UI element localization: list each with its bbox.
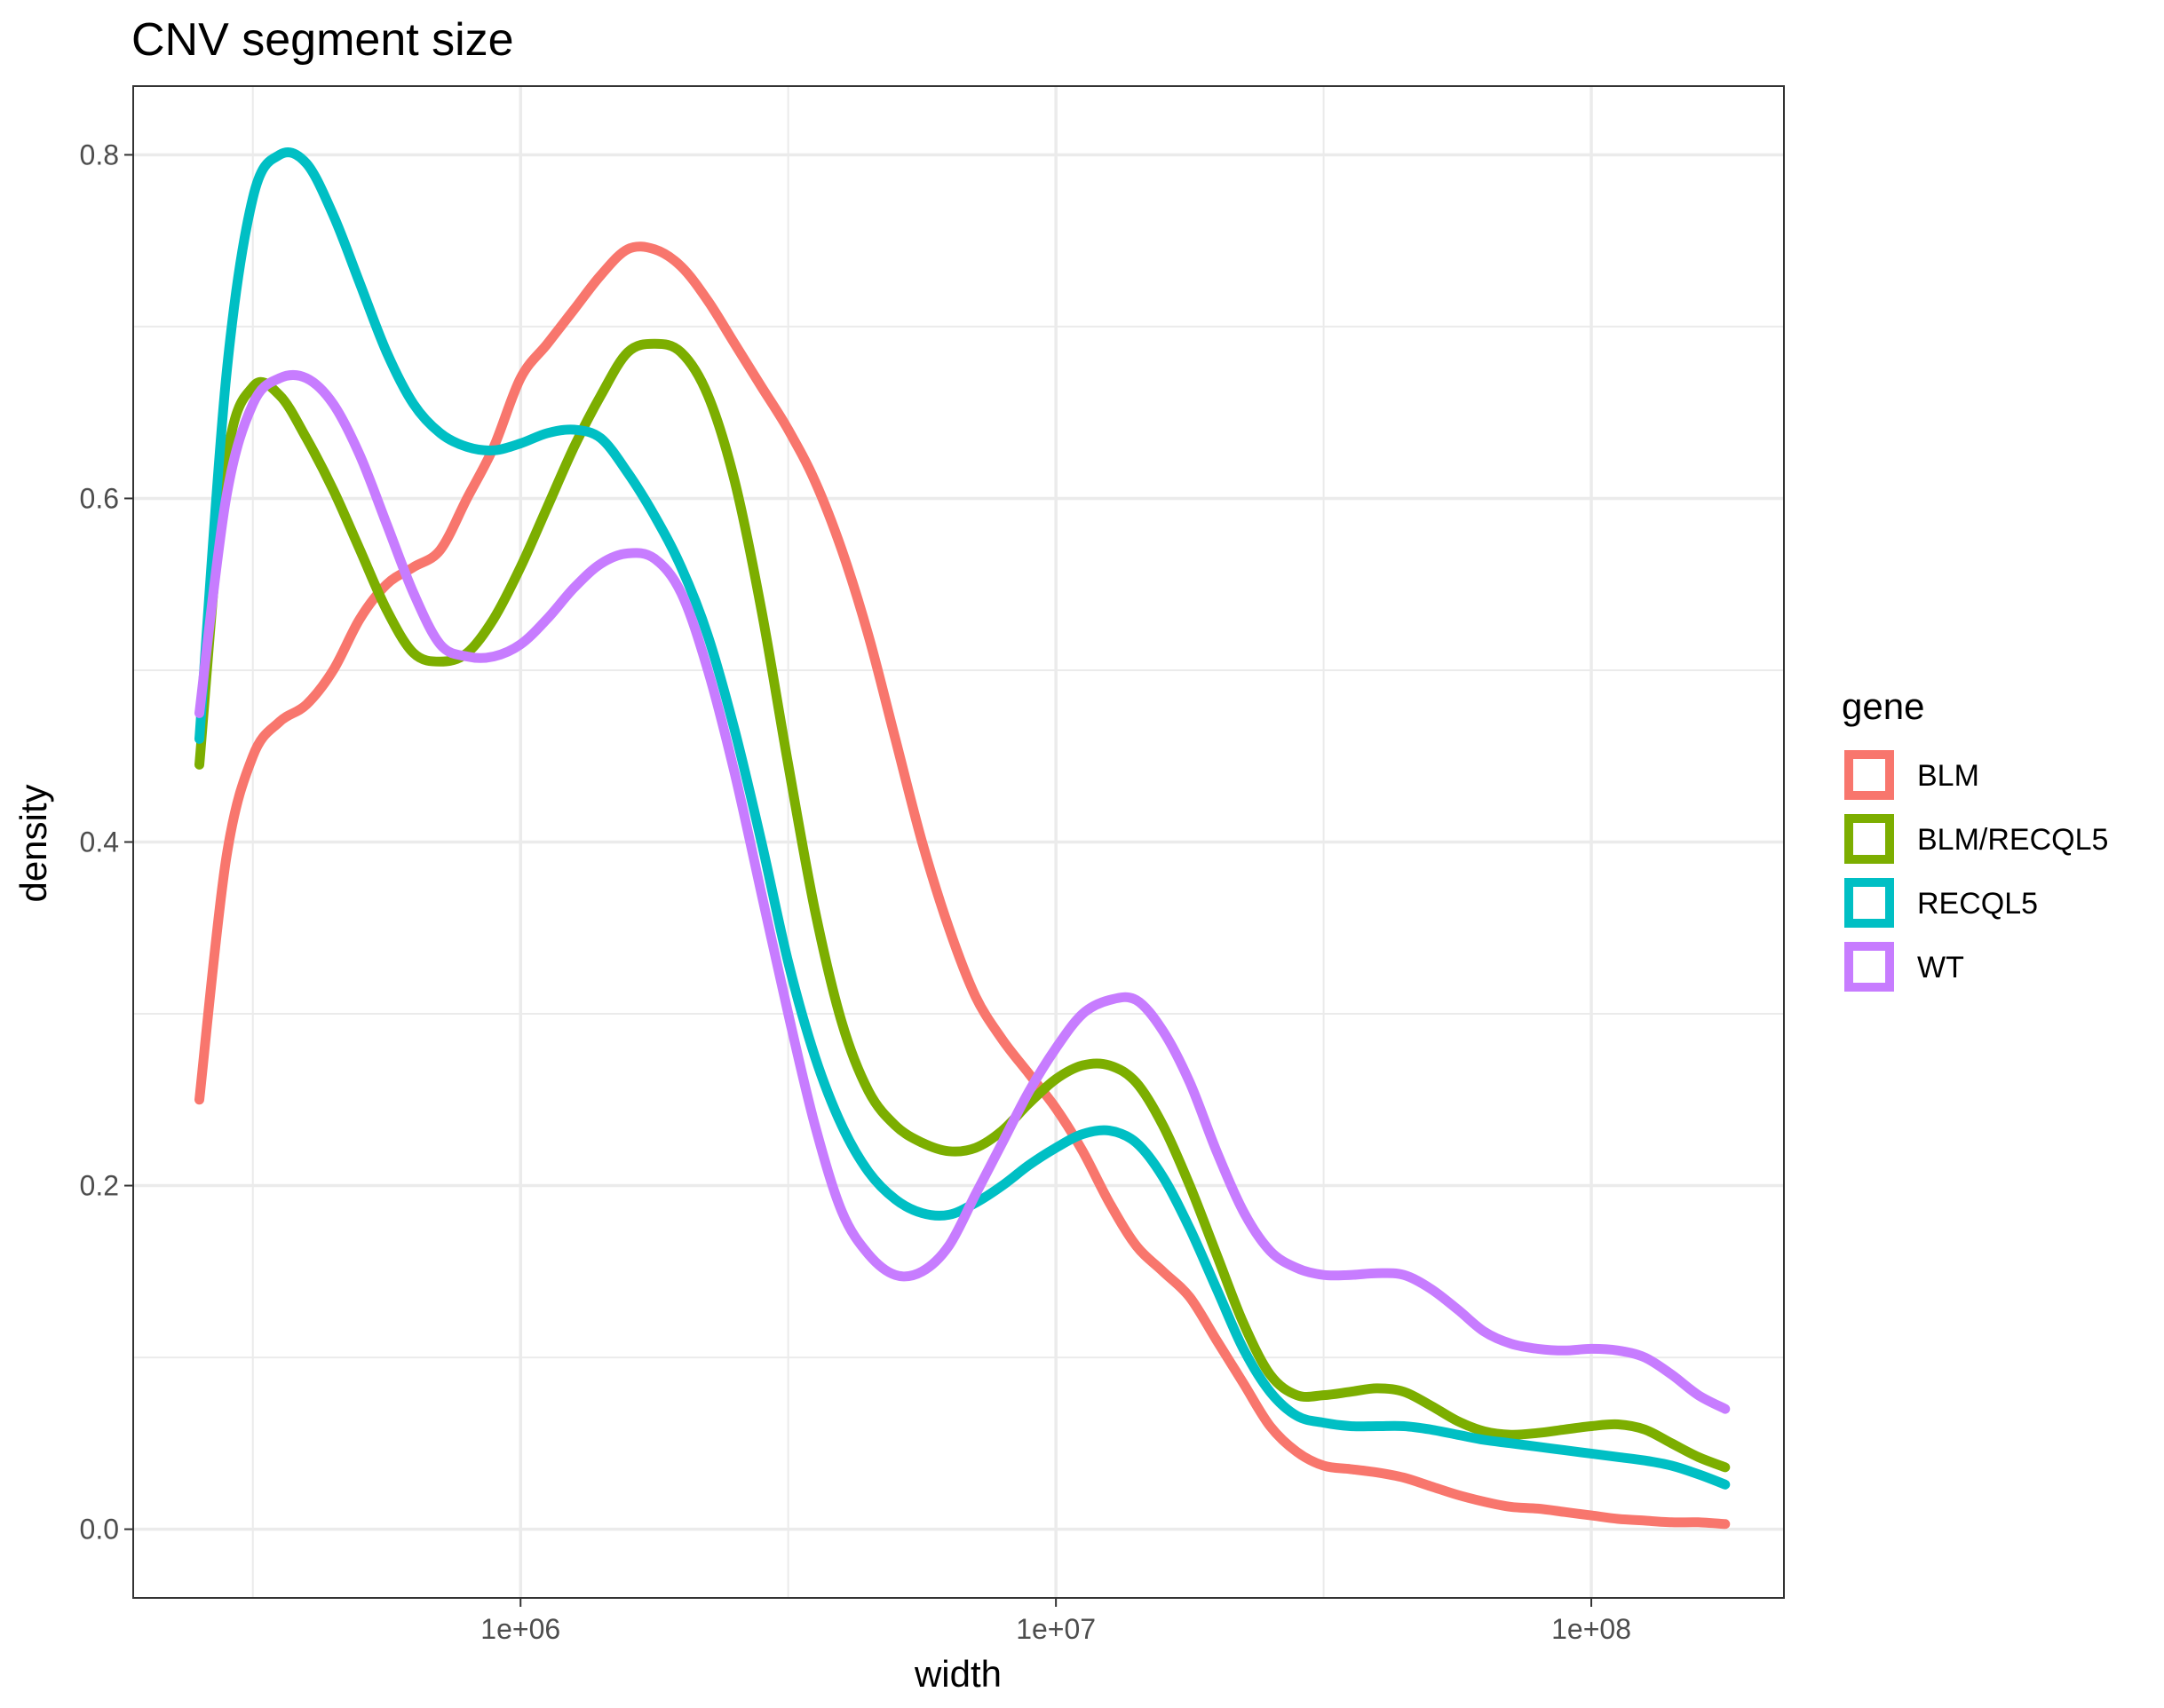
legend-key-blm-recql5 [1844, 814, 1894, 864]
x-axis-ticks: 1e+06 1e+07 1e+08 [480, 1598, 1631, 1645]
series-lines [194, 147, 1731, 1530]
x-axis-title: width [914, 1653, 1002, 1695]
x-tick-label: 1e+06 [480, 1613, 560, 1645]
x-tick-label: 1e+08 [1551, 1613, 1631, 1645]
y-axis-title: density [12, 784, 54, 902]
legend-key-blm [1844, 750, 1894, 800]
minor-gridlines [133, 86, 1784, 1598]
legend-key-recql5 [1844, 878, 1894, 928]
chart-title: CNV segment size [131, 14, 514, 66]
y-tick-label: 0.8 [80, 138, 119, 170]
legend-label-wt: WT [1917, 951, 1964, 984]
y-tick-label: 0.0 [80, 1514, 119, 1546]
legend-title: gene [1842, 685, 1924, 727]
x-tick-label: 1e+07 [1016, 1613, 1096, 1645]
y-axis-ticks: 0.0 0.2 0.4 0.6 0.8 [80, 138, 133, 1546]
legend-key-wt [1844, 942, 1894, 992]
y-tick-label: 0.2 [80, 1170, 119, 1202]
legend-label-recql5: RECQL5 [1917, 887, 2038, 921]
series-line-blm [194, 241, 1731, 1530]
series-line-recql5 [194, 147, 1731, 1490]
y-tick-label: 0.4 [80, 826, 119, 858]
series-line-wt [194, 369, 1731, 1414]
legend-label-blm-recql5: BLM/RECQL5 [1917, 823, 2108, 857]
y-tick-label: 0.6 [80, 482, 119, 514]
series-line-blm-recql5 [194, 338, 1731, 1473]
legend-label-blm: BLM [1917, 759, 1979, 793]
legend: BLM BLM/RECQL5 RECQL5 WT [1844, 750, 2108, 992]
